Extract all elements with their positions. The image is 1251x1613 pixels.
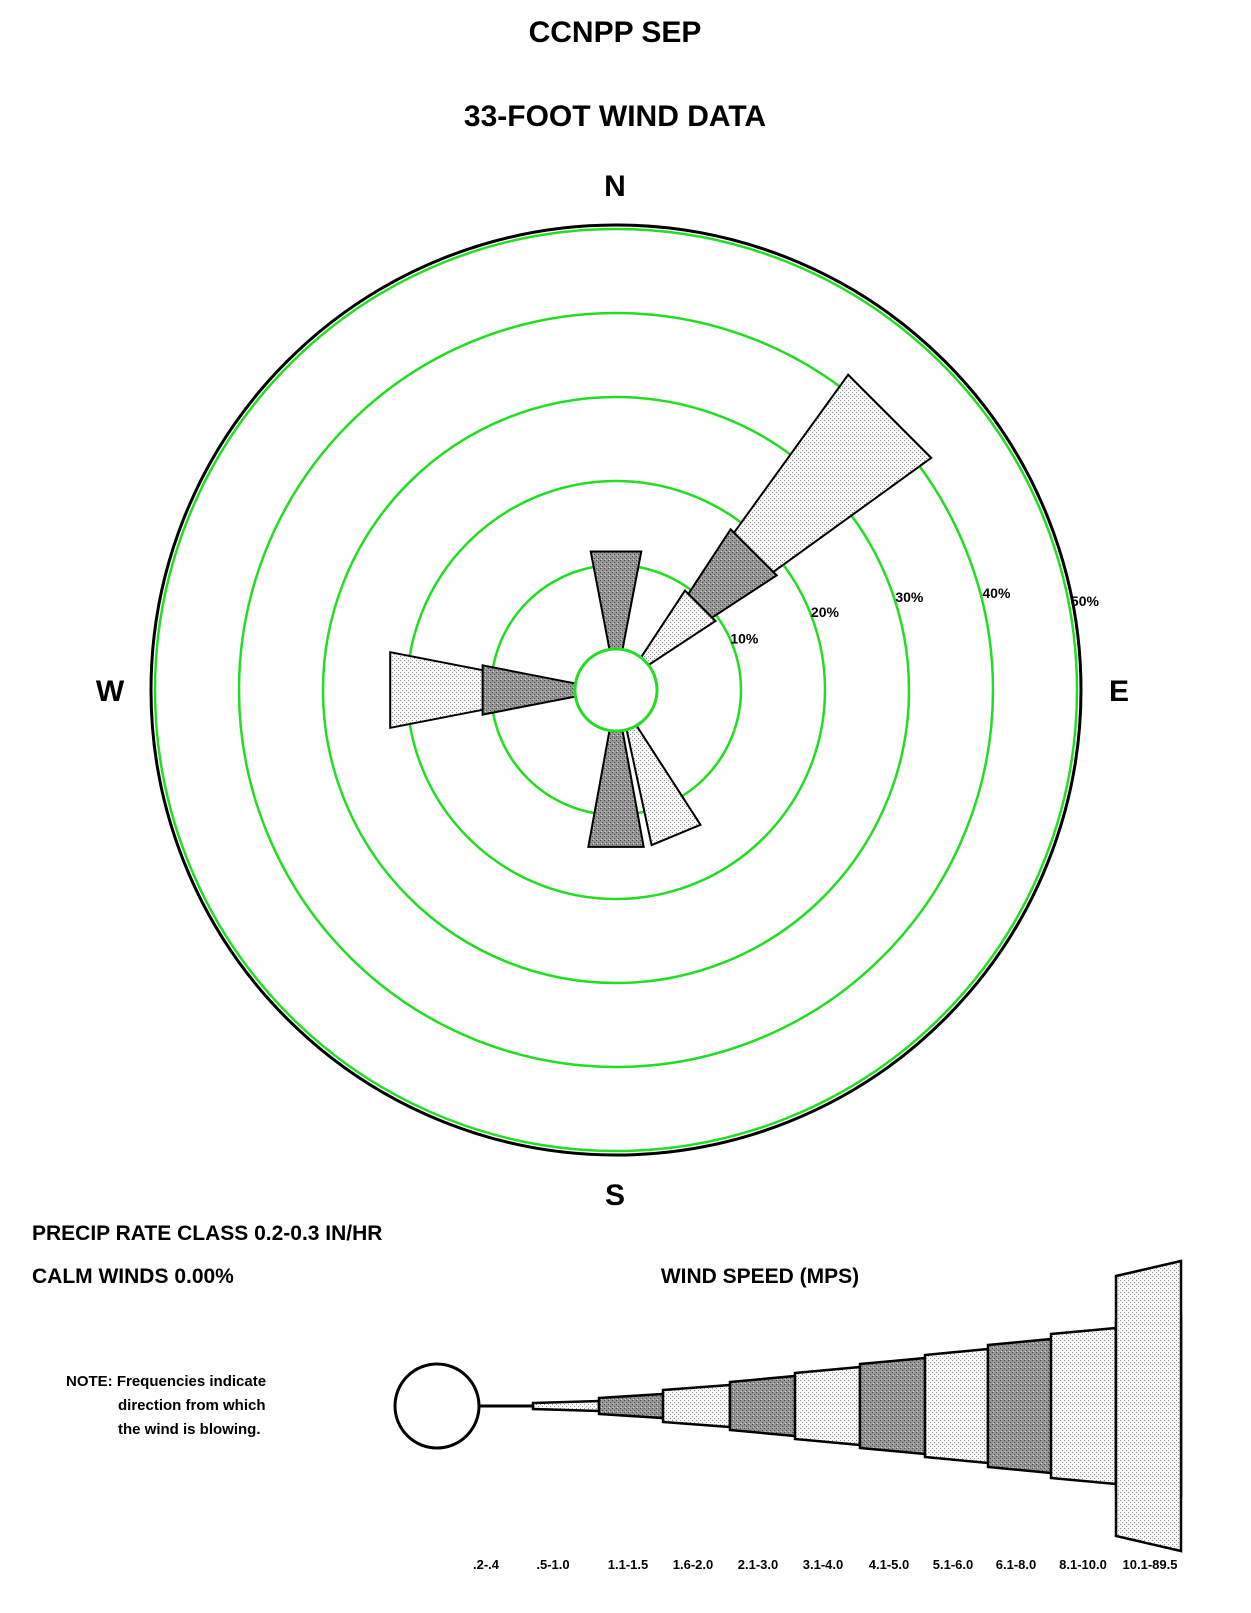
note-line-2: direction from which — [118, 1397, 266, 1414]
compass-north-label: N — [604, 170, 626, 203]
speed-legend: .2-.4 .5-1.0 1.1-1.5 1.6-2.0 2.1-3.0 3.1-4.0 4… — [473, 1259, 1183, 1572]
petal-w-1 — [481, 664, 576, 716]
legend-label-11: 10.1-89.5 — [1123, 1557, 1178, 1572]
legend-label-1: .2-.4 — [473, 1557, 500, 1572]
legend-swatch-9 — [1049, 1326, 1118, 1486]
legend-label-3: 1.1-1.5 — [608, 1557, 648, 1572]
petal-ne-3 — [732, 373, 933, 574]
petal-w-2 — [389, 650, 484, 730]
ring-50 — [153, 227, 1079, 1153]
note-line-3: the wind is blowing. — [118, 1421, 261, 1438]
legend-swatch-7 — [923, 1347, 990, 1465]
legend-label-8: 5.1-6.0 — [933, 1557, 973, 1572]
precip-rate-class: PRECIP RATE CLASS 0.2-0.3 IN/HR — [32, 1222, 382, 1245]
legend-swatch-5 — [793, 1365, 862, 1447]
ring-label-10: 10% — [730, 630, 759, 646]
ring-40 — [237, 311, 995, 1069]
compass-east-label: E — [1109, 675, 1129, 708]
legend-label-4: 1.6-2.0 — [673, 1557, 713, 1572]
ring-30 — [321, 395, 911, 985]
ring-label-50: 50% — [1071, 593, 1100, 609]
calm-winds: CALM WINDS 0.00% — [32, 1265, 234, 1288]
legend-label-7: 4.1-5.0 — [869, 1557, 909, 1572]
calm-circle — [573, 647, 659, 733]
petal-ne-2 — [687, 527, 779, 619]
chart-subtitle: 33-FOOT WIND DATA — [464, 100, 766, 133]
legend-swatch-3 — [661, 1383, 732, 1429]
compass-west-label: W — [96, 675, 125, 708]
legend-label-2: .5-1.0 — [536, 1557, 569, 1572]
legend-label-9: 6.1-8.0 — [996, 1557, 1036, 1572]
note-line-1: NOTE: Frequencies indicate — [66, 1373, 266, 1390]
legend-label-5: 2.1-3.0 — [738, 1557, 778, 1572]
legend-swatch-4 — [728, 1374, 797, 1438]
ring-label-30: 30% — [895, 589, 924, 605]
legend-swatch-11 — [1114, 1259, 1183, 1553]
outer-circle — [149, 223, 1083, 1157]
compass-south-label: S — [605, 1179, 625, 1212]
ring-label-40: 40% — [982, 585, 1011, 601]
wind-petals — [389, 373, 933, 848]
legend-swatch-6 — [858, 1356, 927, 1456]
chart-title: CCNPP SEP — [529, 16, 702, 49]
legend-label-6: 3.1-4.0 — [803, 1557, 843, 1572]
legend-title: WIND SPEED (MPS) — [661, 1265, 859, 1288]
legend-label-10: 8.1-10.0 — [1059, 1557, 1107, 1572]
ring-label-20: 20% — [811, 604, 840, 620]
legend-swatch-8 — [986, 1337, 1053, 1475]
legend-calm-circle — [393, 1362, 481, 1450]
petal-n-1 — [589, 550, 643, 650]
legend-swatch-1 — [531, 1399, 601, 1413]
legend-swatch-2 — [597, 1392, 665, 1420]
